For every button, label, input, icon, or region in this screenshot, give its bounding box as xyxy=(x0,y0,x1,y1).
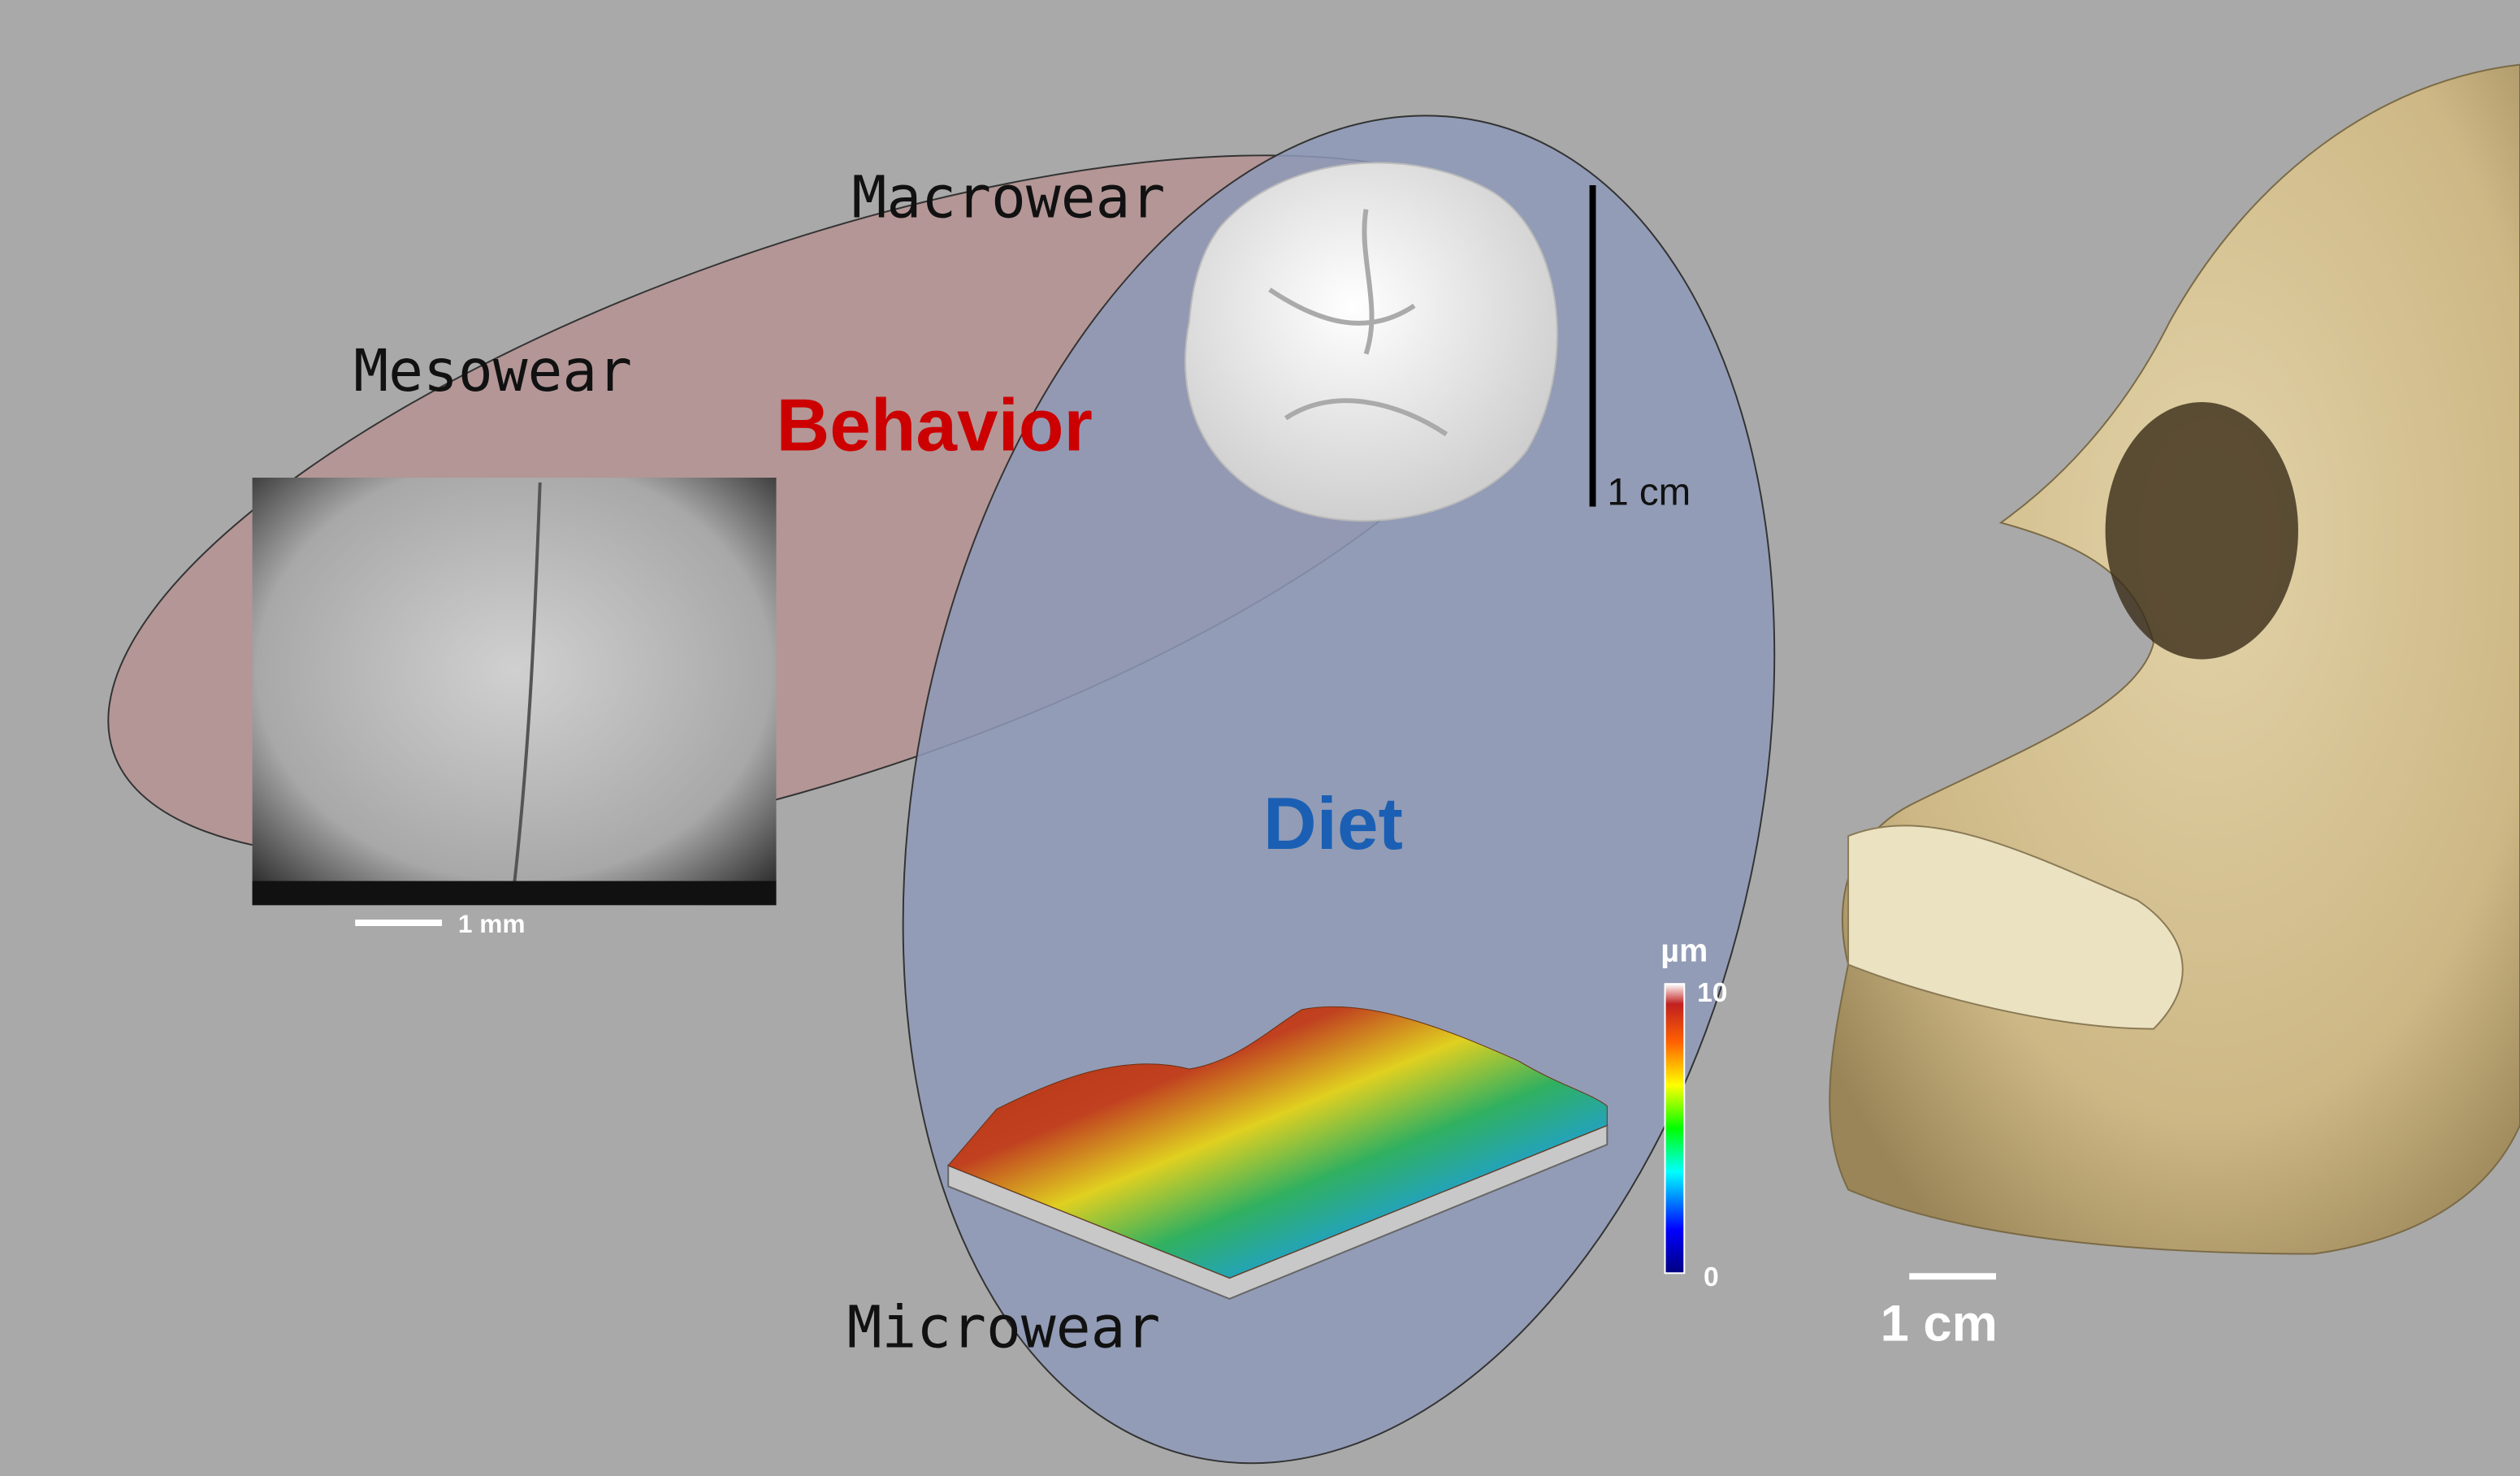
mesowear-edge xyxy=(252,881,777,906)
label: Macrowear xyxy=(852,164,1166,232)
label: Mesowear xyxy=(353,337,632,405)
scale-label: 1 cm xyxy=(1881,1295,1998,1352)
mesowear-crack xyxy=(513,482,542,885)
surface-plot xyxy=(947,1006,1608,1279)
skull-orbit xyxy=(2105,402,2298,660)
skull-photo xyxy=(1829,63,2520,1255)
colorbar-max: 10 xyxy=(1697,978,1727,1008)
category-label: Diet xyxy=(1263,783,1403,865)
scale-label: 1 cm xyxy=(1607,471,1691,514)
mesowear-image xyxy=(252,478,777,906)
skull-teeth xyxy=(1847,825,2184,1030)
colorbar-unit: µm xyxy=(1661,933,1708,968)
tooth-detail xyxy=(1268,209,1448,437)
colorbar-min: 0 xyxy=(1704,1262,1719,1292)
category-label: Behavior xyxy=(777,384,1093,466)
colorbar xyxy=(1664,983,1686,1275)
label: Microwear xyxy=(847,1293,1161,1361)
scale-label: 1 mm xyxy=(458,909,526,938)
